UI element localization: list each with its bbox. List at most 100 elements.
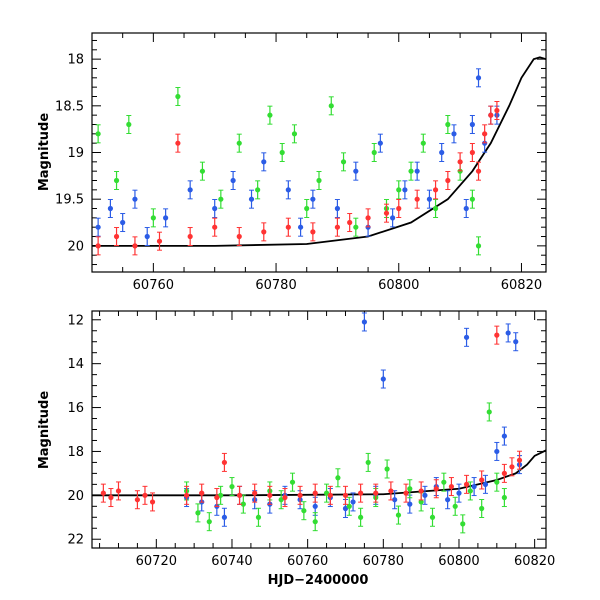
bottom-series-3 <box>100 325 523 512</box>
data-point <box>429 514 436 520</box>
data-point <box>482 481 489 487</box>
data-point <box>342 505 349 512</box>
data-point <box>445 497 451 503</box>
data-point <box>456 490 462 496</box>
top-data-layer <box>92 56 546 256</box>
data-point <box>365 215 371 221</box>
data-point <box>513 339 519 345</box>
data-point <box>297 224 304 230</box>
data-point <box>248 196 255 202</box>
bottom-panel: 60720 60740 60760 60780 60800 60820 12 14 16 18 20… <box>67 310 555 569</box>
data-point <box>463 481 470 487</box>
data-point <box>261 159 267 165</box>
bottom-data-layer <box>92 312 546 534</box>
data-point <box>445 121 451 128</box>
data-point <box>195 510 201 516</box>
data-point <box>408 168 414 174</box>
data-point <box>475 75 482 81</box>
bottom-y-axis-label: Magnitude <box>37 391 52 470</box>
data-point <box>212 205 218 212</box>
bottom-series-2 <box>183 402 507 534</box>
data-point <box>323 490 330 496</box>
data-point <box>175 93 181 100</box>
data-point <box>206 519 212 525</box>
data-point <box>346 503 352 509</box>
data-point <box>486 409 492 415</box>
data-point <box>460 521 466 527</box>
data-point <box>403 490 409 496</box>
data-point <box>113 233 120 240</box>
bottom-model-curve <box>92 449 546 497</box>
data-point <box>418 488 424 494</box>
data-point <box>384 466 390 472</box>
top-y-tick-label: 18.5 <box>55 99 84 114</box>
data-point <box>221 459 228 466</box>
data-point <box>214 494 220 501</box>
top-panel: 60760 60780 60800 60820 18 18.5 19 19.5 20 <box>55 32 547 293</box>
data-point <box>432 205 439 212</box>
data-point <box>297 492 303 498</box>
data-point <box>95 131 101 137</box>
data-point <box>107 205 114 212</box>
data-point <box>467 488 473 494</box>
data-point <box>365 459 371 466</box>
data-point <box>469 196 475 202</box>
top-x-tick-label: 60760 <box>133 278 174 293</box>
data-point <box>353 168 359 174</box>
data-point <box>328 103 334 109</box>
data-point <box>373 490 379 496</box>
data-point <box>353 224 359 230</box>
data-point <box>350 499 356 505</box>
data-point <box>199 490 205 496</box>
bottom-x-tick-label: 60740 <box>211 554 252 569</box>
data-point <box>113 177 120 184</box>
data-point <box>488 112 494 118</box>
data-point <box>471 483 477 490</box>
data-point <box>335 475 341 481</box>
data-point <box>199 168 206 174</box>
data-point <box>501 433 507 439</box>
bottom-y-tick-label: 18 <box>67 445 84 460</box>
data-point <box>494 332 500 338</box>
data-point <box>441 479 447 485</box>
data-point <box>218 196 224 202</box>
data-point <box>501 494 507 501</box>
data-point <box>316 177 322 184</box>
data-point <box>255 187 261 193</box>
data-point <box>414 196 420 202</box>
data-point <box>407 501 413 507</box>
data-point <box>279 149 285 156</box>
data-point <box>150 215 156 221</box>
data-point <box>509 464 515 470</box>
data-point <box>156 238 163 244</box>
data-point <box>285 187 291 193</box>
data-point <box>420 140 426 146</box>
data-point <box>95 224 101 230</box>
data-point <box>414 168 420 174</box>
data-point <box>469 121 475 128</box>
data-point <box>142 492 148 498</box>
data-point <box>358 514 364 520</box>
data-point <box>134 497 140 503</box>
data-point <box>282 494 288 501</box>
bottom-series-1 <box>183 312 523 527</box>
data-point <box>95 243 101 249</box>
data-point <box>407 486 413 492</box>
bottom-y-tick-label: 20 <box>67 489 84 504</box>
data-point <box>457 159 463 165</box>
data-point <box>432 187 439 193</box>
data-point <box>304 205 310 212</box>
data-point <box>494 448 500 455</box>
data-point <box>448 483 455 490</box>
data-point <box>505 330 511 336</box>
bottom-x-tick-label: 60760 <box>287 554 328 569</box>
data-point <box>451 131 457 137</box>
data-point <box>230 177 236 184</box>
data-point <box>120 219 126 226</box>
top-y-tick-label: 18 <box>67 53 84 68</box>
data-point <box>285 224 291 230</box>
data-point <box>301 508 307 514</box>
data-point <box>396 205 402 212</box>
data-point <box>236 492 243 498</box>
